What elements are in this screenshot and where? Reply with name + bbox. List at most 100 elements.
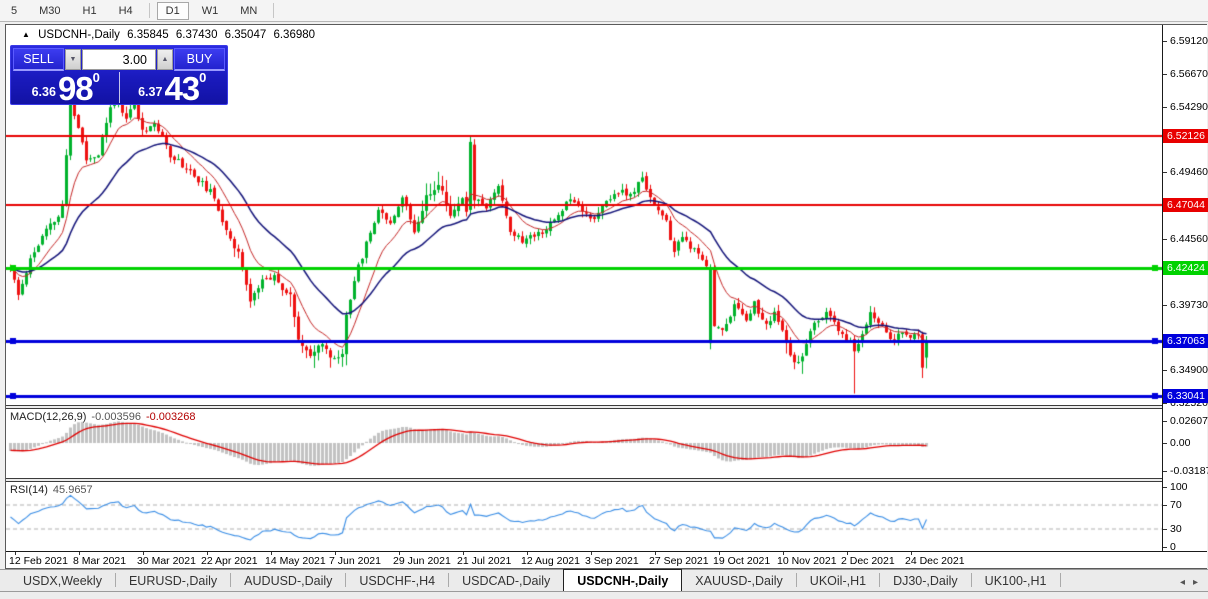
price-level-badge: 6.52126 [1163, 129, 1208, 143]
date-axis-label: 10 Nov 2021 [777, 555, 837, 567]
tab-dj30-daily[interactable]: DJ30-,Daily [893, 574, 958, 588]
rsi-axis-label: 30 [1170, 523, 1182, 535]
price-axis[interactable]: 6.59120 6.56670 6.54290 6.49460 6.44560 6.397… [1162, 25, 1208, 553]
tab-uk100-h1[interactable]: UK100-,H1 [984, 574, 1047, 588]
tab-eurusd-daily[interactable]: EURUSD-,Daily [128, 574, 218, 588]
rsi-value: 45.9657 [52, 484, 93, 496]
ask-price-big: 43 [164, 69, 200, 107]
date-axis-tick [15, 552, 16, 555]
date-axis-tick [79, 552, 80, 555]
date-axis-label: 2 Dec 2021 [841, 555, 895, 567]
tab-separator [230, 573, 232, 587]
tab-xauusd-daily[interactable]: XAUUSD-,Daily [695, 574, 783, 588]
bid-quote[interactable]: 6.36 98 0 [13, 70, 120, 105]
ask-quote[interactable]: 6.37 43 0 [120, 69, 226, 107]
price-axis-label: 6.49460 [1170, 166, 1208, 178]
tab-usdcad-daily[interactable]: USDCAD-,Daily [462, 574, 551, 588]
date-axis-tick [783, 552, 784, 555]
main-chart-pane: ▲ USDCNH-,Daily 6.35845 6.37430 6.35047 … [6, 25, 1162, 405]
price-axis-label: 6.56670 [1170, 68, 1208, 80]
timeframe-button-mn[interactable]: MN [240, 4, 258, 17]
tab-usdcnh-daily[interactable]: USDCNH-,Daily [563, 569, 683, 591]
price-level-badge: 6.37063 [1163, 334, 1208, 348]
tab-separator [345, 573, 347, 587]
rsi-label: RSI(14) 45.9657 [10, 484, 93, 496]
price-axis-label: 6.39730 [1170, 299, 1208, 311]
bottom-strip [0, 591, 1208, 599]
tab-usdx-weekly[interactable]: USDX,Weekly [23, 574, 102, 588]
timeframe-button-d1[interactable]: D1 [156, 1, 189, 20]
macd-axis-label: -0.03187 [1170, 465, 1208, 477]
tab-ukoil-h1[interactable]: UKOil-,H1 [809, 574, 867, 588]
volume-increase-button[interactable]: ▲ [157, 49, 173, 70]
tab-scroll-right-icon[interactable]: ▸ [1192, 577, 1198, 588]
date-axis-tick [719, 552, 720, 555]
buy-button[interactable]: BUY [174, 48, 225, 71]
tab-separator [114, 573, 116, 587]
macd-axis-label: 0.00 [1170, 437, 1191, 449]
macd-signal-value: -0.003268 [145, 411, 196, 423]
sell-button[interactable]: SELL [13, 48, 64, 71]
date-axis-tick [591, 552, 592, 555]
tab-usdchf-h4[interactable]: USDCHF-,H4 [359, 574, 436, 588]
chart-symbol-label: USDCNH-,Daily [38, 29, 120, 41]
timeframe-button-h4[interactable]: H4 [118, 4, 133, 17]
date-axis[interactable]: 12 Feb 2021 8 Mar 2021 30 Mar 2021 22 Apr 2… [6, 551, 1207, 568]
price-level-badge: 6.33041 [1163, 389, 1208, 403]
macd-axis-tick [1163, 443, 1167, 444]
date-axis-tick [911, 552, 912, 555]
date-axis-label: 19 Oct 2021 [713, 555, 771, 567]
pane-splitter[interactable] [6, 405, 1206, 409]
macd-axis-label: 0.02607 [1170, 415, 1208, 427]
rsi-axis-tick [1163, 529, 1167, 530]
rsi-pane: RSI(14) 45.9657 [6, 482, 1162, 551]
macd-axis-tick [1163, 471, 1167, 472]
date-axis-label: 12 Aug 2021 [521, 555, 580, 567]
ohlc-open: 6.35845 [127, 29, 169, 41]
rsi-axis-tick [1163, 487, 1167, 488]
tab-audusd-daily[interactable]: AUDUSD-,Daily [244, 574, 333, 588]
date-axis-tick [527, 552, 528, 555]
date-axis-tick [143, 552, 144, 555]
timeframe-button-h1[interactable]: H1 [82, 4, 97, 17]
price-axis-tick [1163, 239, 1167, 240]
bid-price-small: 6.36 [31, 85, 56, 99]
date-axis-label: 27 Sep 2021 [649, 555, 709, 567]
rsi-axis-label: 70 [1170, 499, 1182, 511]
price-axis-label: 6.59120 [1170, 35, 1208, 47]
date-axis-tick [207, 552, 208, 555]
date-axis-tick [335, 552, 336, 555]
date-axis-label: 21 Jul 2021 [457, 555, 512, 567]
date-axis-label: 22 Apr 2021 [201, 555, 258, 567]
macd-main-value: -0.003596 [91, 411, 141, 423]
volume-input[interactable]: 3.00 [82, 49, 156, 70]
volume-decrease-button[interactable]: ▼ [65, 49, 81, 70]
price-axis-tick [1163, 107, 1167, 108]
timeframe-button-5[interactable]: 5 [11, 4, 18, 17]
macd-label: MACD(12,26,9) -0.003596 -0.003268 [10, 411, 196, 423]
date-axis-label: 3 Sep 2021 [585, 555, 639, 567]
macd-axis-tick [1163, 421, 1167, 422]
price-level-badge: 6.47044 [1163, 198, 1208, 212]
date-axis-tick [655, 552, 656, 555]
macd-pane: MACD(12,26,9) -0.003596 -0.003268 [6, 409, 1162, 478]
ohlc-close: 6.36980 [273, 29, 316, 41]
tab-scroll-left-icon[interactable]: ◂ [1179, 577, 1185, 588]
timeframe-button-m30[interactable]: M30 [39, 4, 61, 17]
date-axis-label: 30 Mar 2021 [137, 555, 196, 567]
pane-splitter[interactable] [6, 478, 1206, 482]
toolbar-separator [148, 3, 150, 18]
chevron-up-icon: ▲ [161, 56, 169, 63]
timeframe-button-w1[interactable]: W1 [201, 4, 219, 17]
price-axis-tick [1163, 403, 1167, 404]
date-axis-label: 7 Jun 2021 [329, 555, 381, 567]
tab-separator [448, 573, 450, 587]
ask-price-small: 6.37 [138, 85, 163, 99]
rsi-axis-tick [1163, 505, 1167, 506]
date-axis-label: 12 Feb 2021 [9, 555, 68, 567]
rsi-canvas[interactable] [6, 482, 1162, 551]
price-axis-tick [1163, 74, 1167, 75]
macd-canvas[interactable] [6, 409, 1162, 478]
ohlc-low: 6.35047 [224, 29, 267, 41]
